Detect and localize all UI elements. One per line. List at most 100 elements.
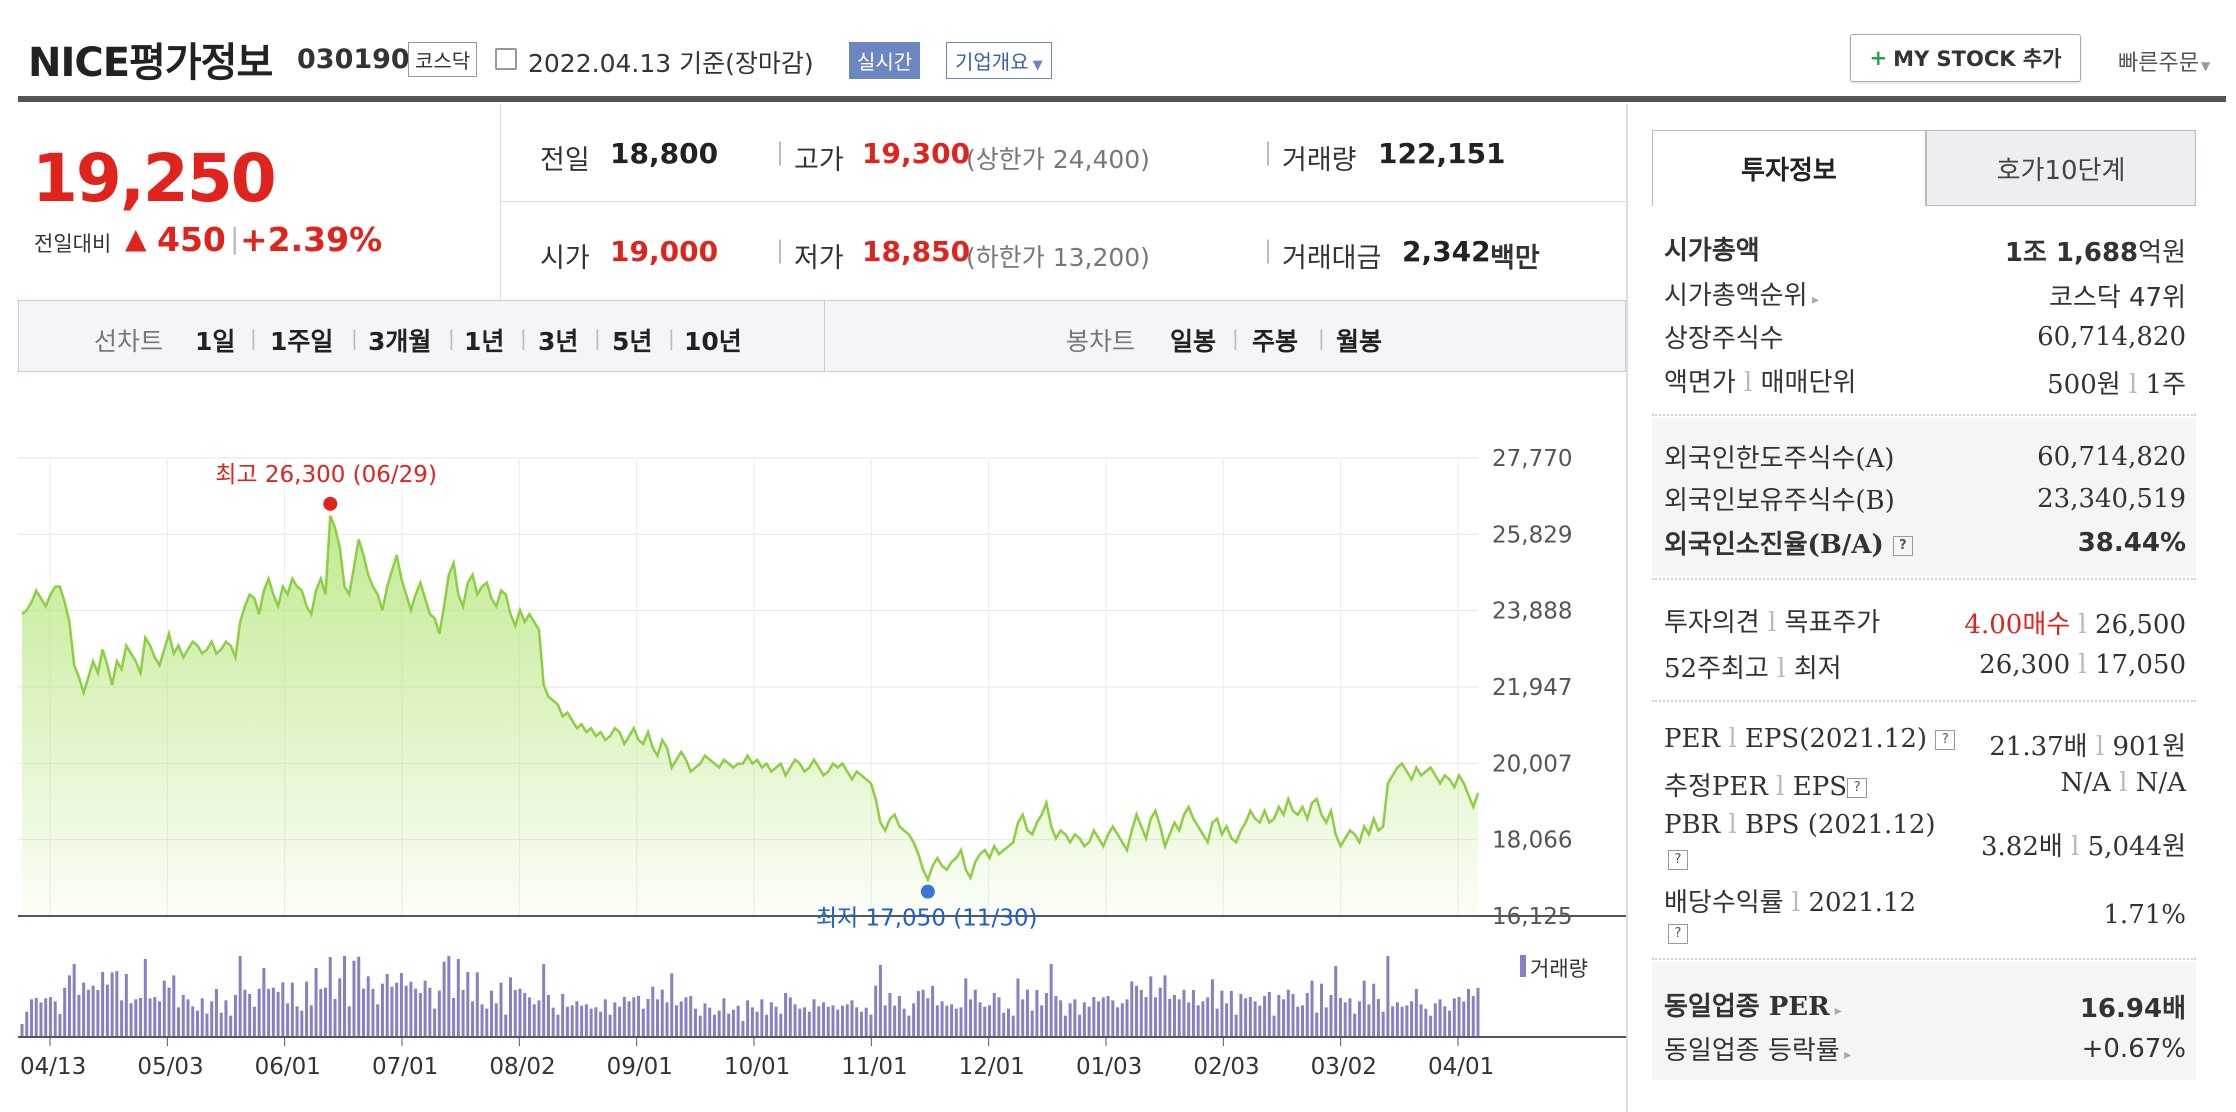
volume-bar (475, 972, 479, 1036)
volume-bar (765, 1014, 769, 1036)
x-tick-label: 12/01 (959, 1054, 1025, 1080)
dividend-label: 배당수익률 l 2021.12 (1664, 888, 1916, 918)
volume-bar (632, 997, 636, 1036)
candle-weekly[interactable]: 주봉 (1252, 327, 1299, 356)
volume-bar (1092, 997, 1096, 1036)
volume-bar (357, 956, 361, 1036)
volume-bar (252, 1006, 256, 1036)
sector-change-link[interactable]: 동일업종 등락률 ▸ (1664, 1036, 1852, 1066)
foreign-ratio-label: 외국인소진율(B/A) ? (1664, 524, 1913, 561)
volume-bar (1101, 997, 1105, 1036)
volume-bar (485, 1008, 489, 1036)
candle-monthly[interactable]: 월봉 (1336, 327, 1383, 356)
volume-bar (651, 986, 655, 1036)
period-3y[interactable]: 3년 (538, 327, 579, 356)
volume-bar (314, 968, 318, 1036)
volume-bar (1258, 1005, 1262, 1036)
volume-bar (921, 989, 925, 1036)
volume-bar (831, 1005, 835, 1036)
help-icon[interactable]: ? (1668, 924, 1688, 944)
volume-bar (352, 960, 356, 1036)
upper-limit: (상한가 24,400) (966, 145, 1150, 174)
volume-bar (807, 1011, 811, 1036)
volume-bar (1187, 1002, 1191, 1036)
volume-bar (29, 999, 33, 1036)
volume-bar (674, 1005, 678, 1036)
low-value: 18,850 (862, 235, 971, 268)
period-1y[interactable]: 1년 (464, 327, 505, 356)
volume-bar (1448, 1010, 1452, 1036)
volume-bar (546, 995, 550, 1036)
amount-unit: 백만 (1490, 243, 1540, 274)
help-icon[interactable]: ? (1668, 850, 1688, 870)
volume-bar (1177, 999, 1181, 1036)
volume-bar (229, 1015, 233, 1036)
x-tick-label: 08/02 (489, 1054, 555, 1080)
tab-order-book[interactable]: 호가10단계 (1926, 130, 2196, 206)
volume-bar (561, 994, 565, 1036)
volume-bar (1025, 989, 1029, 1036)
tab-investment-info[interactable]: 투자정보 (1652, 130, 1926, 206)
volume-bar (153, 997, 157, 1036)
volume-bar (466, 972, 470, 1036)
volume-bar (286, 1003, 290, 1036)
foreign-ratio-value: 38.44% (2077, 528, 2186, 558)
help-icon[interactable]: ? (1935, 730, 1956, 750)
change-percent: +2.39% (240, 220, 383, 259)
volume-bar (276, 992, 280, 1036)
volume-bar (162, 980, 166, 1036)
volume-bar (1144, 997, 1148, 1036)
volume-bar (760, 999, 764, 1036)
period-3m[interactable]: 3개월 (368, 327, 432, 356)
volume-bar (115, 971, 119, 1036)
volume-bar (670, 973, 674, 1036)
volume-bar (1414, 989, 1418, 1036)
company-overview-dropdown[interactable]: 기업개요 ▼ (946, 42, 1052, 79)
volume-chart: 04/13 05/03 06/01 07/01 08/02 09/01 10/01 11/01… (18, 956, 1626, 1080)
header-divider (18, 96, 2226, 102)
quick-order-dropdown[interactable]: 빠른주문 ▼ (2118, 45, 2210, 77)
realtime-button[interactable]: 실시간 (849, 42, 921, 79)
volume-bar (845, 1004, 849, 1036)
add-my-stock-button[interactable]: + MY STOCK 추가 (1850, 34, 2081, 82)
period-5y[interactable]: 5년 (612, 327, 653, 356)
x-tick-label: 04/01 (1428, 1054, 1494, 1080)
sector-per-link[interactable]: 동일업종 PER ▸ (1664, 992, 1842, 1022)
volume-bar (926, 998, 930, 1036)
volume-bar (1125, 999, 1129, 1036)
volume-bar (570, 1005, 574, 1036)
volume-bar (1419, 1004, 1423, 1036)
volume-bar (1163, 975, 1167, 1036)
volume-bar (1272, 1015, 1276, 1036)
period-1w[interactable]: 1주일 (270, 327, 334, 356)
candle-daily[interactable]: 일봉 (1170, 327, 1217, 356)
volume-bar (788, 997, 792, 1036)
volume-bar (101, 972, 105, 1036)
volume-bar (1225, 1003, 1229, 1036)
sector-section (1652, 962, 2196, 1080)
volume-bar (1452, 998, 1456, 1036)
volume-bar (646, 999, 650, 1036)
period-1d[interactable]: 1일 (195, 327, 236, 356)
low-label: 저가 (794, 243, 844, 274)
volume-bar (1006, 1008, 1010, 1036)
volume-legend: 거래량 (1530, 957, 1588, 981)
volume-bar (442, 961, 446, 1036)
volume-bar (1011, 1015, 1015, 1036)
market-cap-rank-link[interactable]: 시가총액순위 ▸ (1664, 281, 1820, 311)
help-icon[interactable]: ? (1892, 536, 1913, 556)
volume-bar (594, 1007, 598, 1036)
volume-bar (746, 1000, 750, 1036)
volume-bar (508, 977, 512, 1036)
volume-bar (656, 999, 660, 1036)
volume-bar (1315, 1012, 1319, 1036)
volume-bar (637, 996, 641, 1036)
volume-bar (124, 974, 128, 1036)
volume-bar (874, 985, 878, 1036)
volume-bar (907, 1015, 911, 1036)
volume-bar (969, 999, 973, 1036)
volume-bar (233, 995, 237, 1036)
period-10y[interactable]: 10년 (684, 327, 742, 356)
help-icon[interactable]: ? (1847, 778, 1868, 798)
market-badge: 코스닥 (408, 42, 478, 77)
